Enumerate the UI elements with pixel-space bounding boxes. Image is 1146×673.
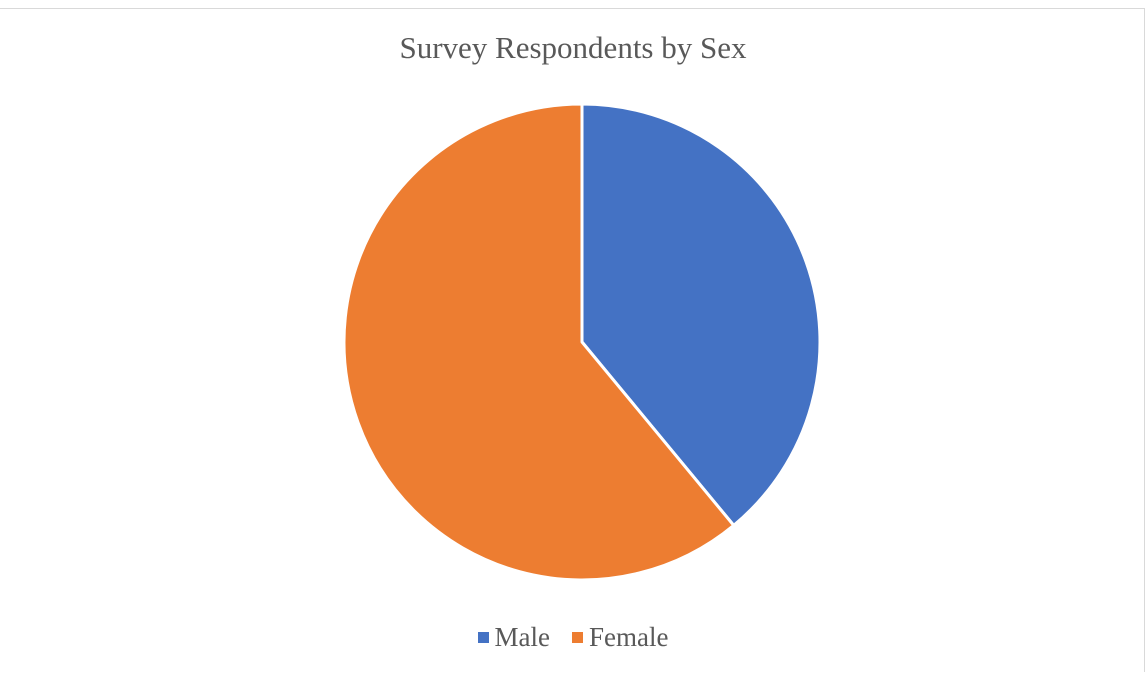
legend-item-male: Male <box>477 622 550 653</box>
pie-slices <box>342 102 822 582</box>
legend-swatch-male <box>477 632 489 643</box>
legend: Male Female <box>0 622 1146 653</box>
legend-label-male: Male <box>494 622 550 652</box>
legend-label-female: Female <box>589 622 669 652</box>
pie-slice-male <box>580 102 822 527</box>
chart-title: Survey Respondents by Sex <box>399 30 747 65</box>
legend-swatch-female <box>572 632 583 643</box>
pie-slice-female <box>342 102 736 582</box>
legend-item-female: Female <box>572 622 668 653</box>
